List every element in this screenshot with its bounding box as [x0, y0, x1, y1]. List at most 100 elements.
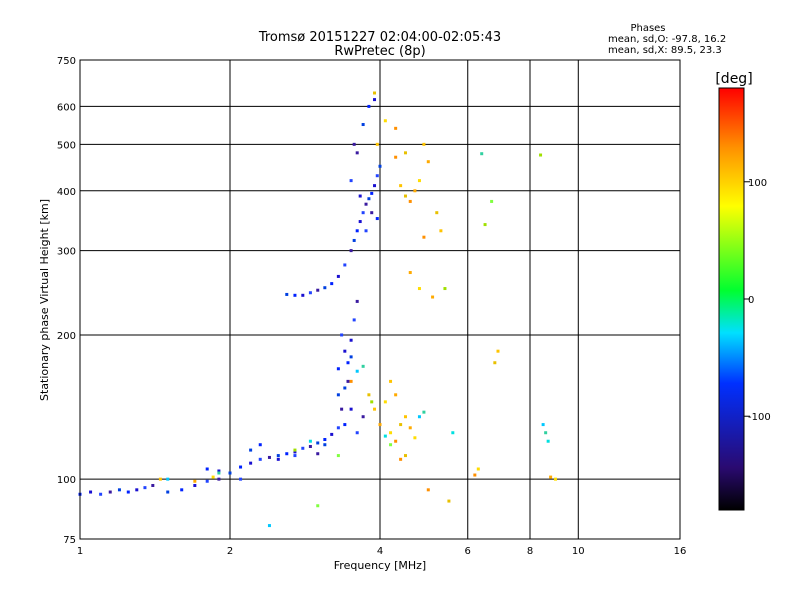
- data-point: [349, 249, 353, 253]
- y-tick-label: 100: [57, 475, 76, 486]
- data-point: [443, 287, 447, 291]
- x-tick-label: 2: [227, 546, 233, 557]
- data-point: [435, 211, 439, 215]
- data-point: [422, 410, 426, 414]
- data-point: [126, 490, 130, 494]
- data-point: [358, 194, 362, 198]
- data-point: [447, 499, 451, 503]
- data-point: [553, 477, 557, 481]
- data-point: [217, 477, 221, 481]
- data-point: [217, 469, 221, 473]
- data-point: [323, 286, 327, 290]
- data-point: [422, 142, 426, 146]
- data-point: [417, 287, 421, 291]
- data-point: [394, 439, 398, 443]
- data-point: [336, 426, 340, 430]
- data-point: [496, 349, 500, 353]
- colorbar-tick-label: -100: [748, 412, 771, 423]
- chart-title: Tromsø 20151227 02:04:00-02:05:43: [258, 30, 501, 45]
- data-point: [389, 443, 393, 447]
- data-point: [539, 153, 543, 157]
- data-point: [166, 477, 170, 481]
- data-point: [228, 471, 232, 475]
- data-point: [408, 271, 412, 275]
- data-point: [490, 199, 494, 203]
- plot-frame: [79, 59, 681, 540]
- y-tick-label: 750: [57, 56, 76, 67]
- data-point: [158, 477, 162, 481]
- x-tick-label: 16: [674, 546, 687, 557]
- data-point: [370, 400, 374, 404]
- data-point: [544, 431, 548, 435]
- data-point: [343, 263, 347, 267]
- data-point: [367, 393, 371, 397]
- data-point: [373, 184, 377, 188]
- y-axis-label: Stationary phase Virtual Height [km]: [38, 199, 51, 401]
- data-point: [211, 475, 215, 479]
- data-point: [352, 142, 356, 146]
- data-point: [546, 439, 550, 443]
- data-point: [293, 293, 297, 297]
- stats-x-line: mean, sd,X: 89.5, 23.3: [608, 45, 722, 56]
- x-tick-label: 8: [527, 546, 533, 557]
- y-tick-label: 500: [57, 140, 76, 151]
- data-point: [276, 454, 280, 458]
- data-point: [258, 457, 262, 461]
- data-point: [352, 238, 356, 242]
- data-point: [349, 379, 353, 383]
- data-point: [403, 194, 407, 198]
- data-point: [330, 432, 334, 436]
- data-point: [480, 152, 484, 156]
- data-point: [364, 229, 368, 233]
- data-point: [373, 98, 377, 102]
- data-point: [476, 467, 480, 471]
- data-point: [378, 164, 382, 168]
- data-point: [413, 189, 417, 193]
- data-point: [399, 457, 403, 461]
- data-point: [308, 439, 312, 443]
- data-points: [78, 91, 557, 528]
- data-point: [239, 477, 243, 481]
- data-point: [394, 126, 398, 130]
- data-point: [355, 431, 359, 435]
- colorbar-tick-label: 0: [748, 295, 754, 306]
- y-tick-label: 75: [63, 535, 76, 546]
- data-point: [349, 179, 353, 183]
- data-point: [308, 291, 312, 295]
- data-point: [417, 179, 421, 183]
- data-point: [439, 229, 443, 233]
- data-point: [336, 274, 340, 278]
- data-point: [364, 202, 368, 206]
- x-tick-label: 4: [377, 546, 383, 557]
- data-point: [493, 361, 497, 365]
- data-point: [394, 393, 398, 397]
- data-point: [205, 479, 209, 483]
- data-point: [358, 220, 362, 224]
- data-point: [383, 119, 387, 123]
- x-tick-label: 1: [77, 546, 83, 557]
- data-point: [408, 426, 412, 430]
- stats-heading: Phases: [630, 23, 665, 34]
- data-point: [340, 407, 344, 411]
- data-point: [413, 436, 417, 440]
- data-point: [323, 443, 327, 447]
- x-tick-label: 6: [465, 546, 471, 557]
- data-point: [193, 479, 197, 483]
- data-point: [285, 292, 289, 296]
- data-point: [403, 415, 407, 419]
- data-point: [367, 104, 371, 108]
- data-point: [349, 338, 353, 342]
- data-point: [422, 235, 426, 239]
- data-point: [249, 461, 253, 465]
- colorbar: [718, 87, 745, 511]
- data-point: [361, 415, 365, 419]
- colorbar-ticks: 100 0 -100: [744, 178, 771, 423]
- data-point: [343, 386, 347, 390]
- data-point: [346, 361, 350, 365]
- data-point: [340, 333, 344, 337]
- data-point: [343, 423, 347, 427]
- data-point: [375, 174, 379, 178]
- y-tick-label: 300: [57, 247, 76, 258]
- data-point: [541, 423, 545, 427]
